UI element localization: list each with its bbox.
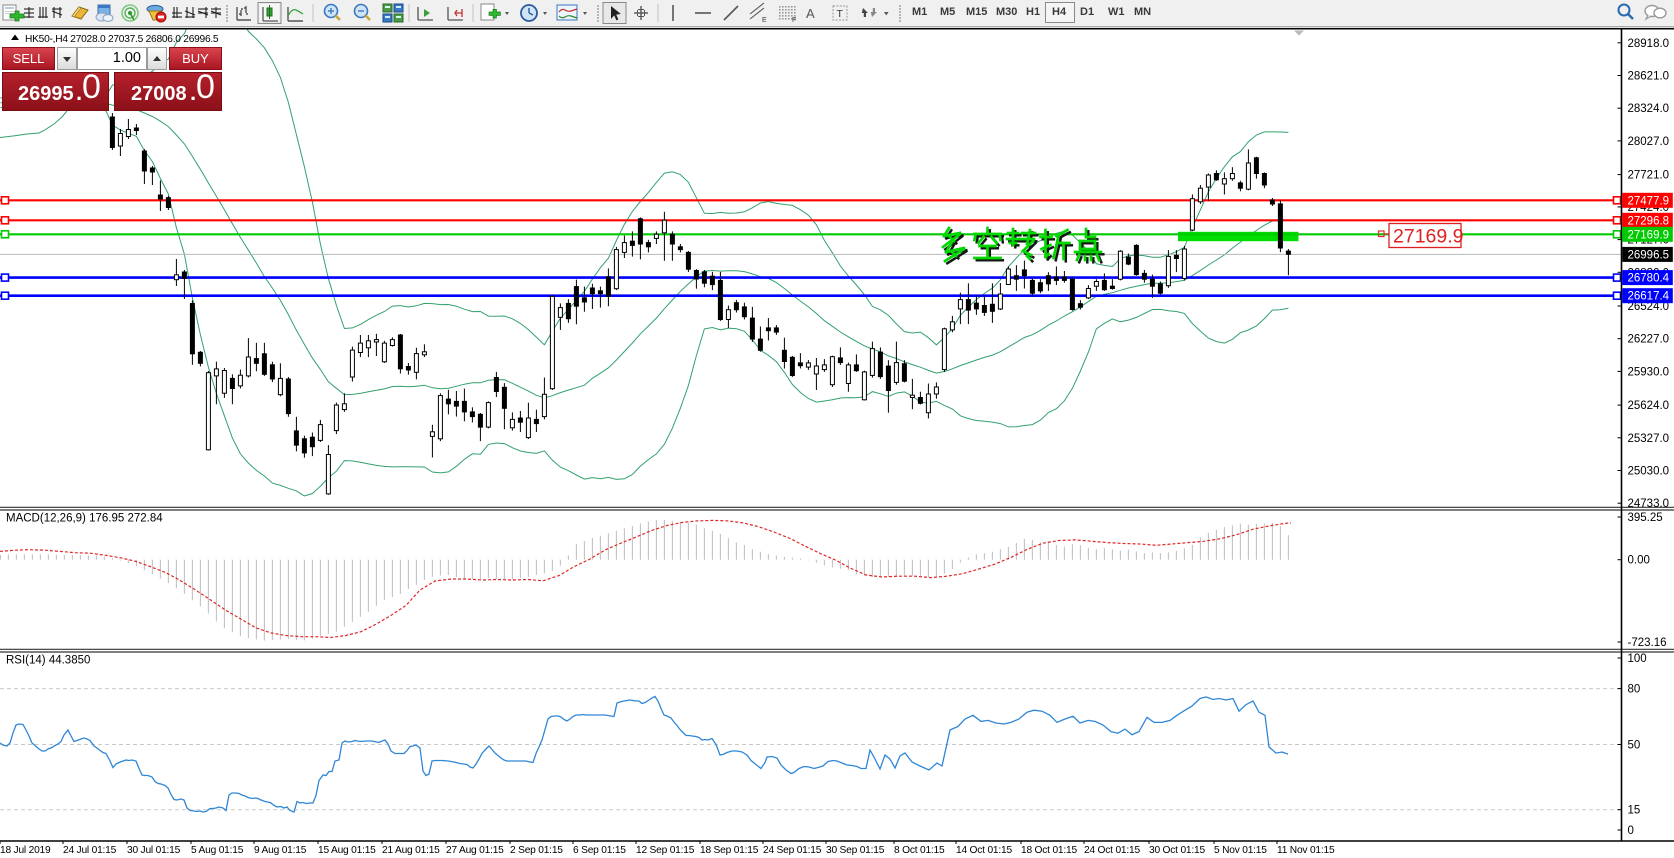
svg-text:26996.5: 26996.5 [1628,249,1670,261]
svg-text:24 Jul 01:15: 24 Jul 01:15 [63,845,117,856]
svg-text:11 Nov 01:15: 11 Nov 01:15 [1277,845,1335,856]
svg-text:27721.0: 27721.0 [1628,170,1670,182]
svg-text:100: 100 [1628,653,1647,665]
svg-text:395.25: 395.25 [1628,512,1663,524]
svg-text:-723.16: -723.16 [1628,637,1667,649]
svg-text:26617.4: 26617.4 [1628,291,1670,303]
svg-text:18 Oct 01:15: 18 Oct 01:15 [1021,845,1077,856]
svg-text:RSI(14) 44.3850: RSI(14) 44.3850 [6,655,90,667]
svg-text:5 Aug 01:15: 5 Aug 01:15 [191,845,244,856]
svg-text:26780.4: 26780.4 [1628,273,1670,285]
svg-text:21 Aug 01:15: 21 Aug 01:15 [382,845,440,856]
svg-text:E: E [762,17,767,24]
svg-text:0: 0 [1628,825,1634,837]
svg-text:T: T [837,8,844,20]
svg-text:F: F [792,17,796,24]
svg-text:25624.0: 25624.0 [1628,400,1670,412]
svg-text:15: 15 [1628,805,1641,817]
svg-text:18 Jul 2019: 18 Jul 2019 [0,845,51,856]
svg-text:27477.9: 27477.9 [1628,195,1670,207]
svg-text:25930.0: 25930.0 [1628,366,1670,378]
svg-text:27169.9: 27169.9 [1393,226,1464,248]
svg-text:HK50-,H4 27028.0 27037.5 2680: HK50-,H4 27028.0 27037.5 26806.0 26996.5 [25,34,219,45]
svg-text:27 Aug 01:15: 27 Aug 01:15 [446,845,504,856]
svg-text:6 Sep 01:15: 6 Sep 01:15 [573,845,626,856]
svg-text:27296.8: 27296.8 [1628,215,1670,227]
svg-text:30 Jul 01:15: 30 Jul 01:15 [127,845,181,856]
svg-text:28918.0: 28918.0 [1628,38,1670,50]
svg-text:0.00: 0.00 [1628,555,1650,567]
svg-text:2 Sep 01:15: 2 Sep 01:15 [510,845,563,856]
svg-text:50: 50 [1628,740,1641,752]
svg-text:80: 80 [1628,684,1641,696]
svg-text:27169.9: 27169.9 [1628,229,1670,241]
svg-text:14 Oct 01:15: 14 Oct 01:15 [956,845,1012,856]
svg-text:30 Oct 01:15: 30 Oct 01:15 [1149,845,1205,856]
svg-text:24 Sep 01:15: 24 Sep 01:15 [763,845,822,856]
svg-text:28027.0: 28027.0 [1628,136,1670,148]
svg-text:28621.0: 28621.0 [1628,71,1670,83]
svg-text:5 Nov 01:15: 5 Nov 01:15 [1214,845,1267,856]
svg-text:MACD(12,26,9) 176.95 272.84: MACD(12,26,9) 176.95 272.84 [6,513,163,525]
svg-text:26227.0: 26227.0 [1628,334,1670,346]
svg-text:30 Sep 01:15: 30 Sep 01:15 [826,845,885,856]
svg-text:24733.0: 24733.0 [1628,498,1670,510]
svg-text:28324.0: 28324.0 [1628,103,1670,115]
svg-text:12 Sep 01:15: 12 Sep 01:15 [636,845,695,856]
svg-text:25327.0: 25327.0 [1628,433,1670,445]
svg-text:9 Aug 01:15: 9 Aug 01:15 [254,845,307,856]
svg-text:26524.0: 26524.0 [1628,301,1670,313]
svg-text:24 Oct 01:15: 24 Oct 01:15 [1084,845,1140,856]
svg-text:A: A [806,6,815,21]
svg-text:25030.0: 25030.0 [1628,466,1670,478]
svg-text:8 Oct 01:15: 8 Oct 01:15 [894,845,945,856]
svg-text:15 Aug 01:15: 15 Aug 01:15 [318,845,376,856]
svg-text:18 Sep 01:15: 18 Sep 01:15 [700,845,759,856]
